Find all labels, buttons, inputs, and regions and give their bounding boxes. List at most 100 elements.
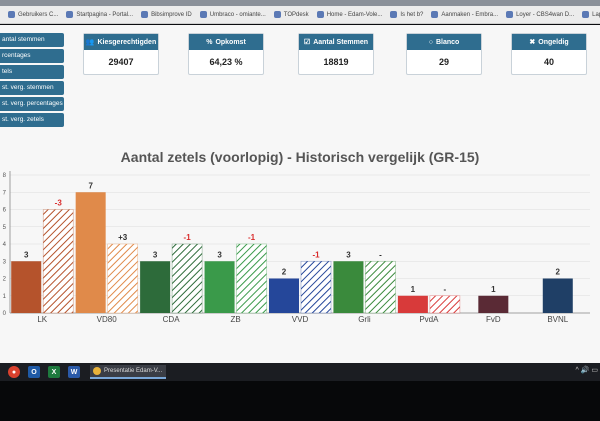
stat-card-header: ○ Blanco — [407, 34, 481, 50]
bookmark-label: Startpagina - Portal... — [76, 11, 134, 18]
stat-card-header: % Opkomst — [189, 34, 263, 50]
y-tick-label: 0 — [3, 311, 7, 317]
stat-card-label: Aantal Stemmen — [313, 38, 369, 46]
bar-previous-vvd — [300, 260, 332, 314]
outlook-icon[interactable]: O — [28, 366, 40, 378]
bookmark-icon — [316, 11, 324, 18]
bar-value-label: 3 — [346, 250, 351, 259]
bookmark-icon — [199, 11, 207, 18]
chrome-icon — [93, 367, 101, 375]
bar-current-cda — [140, 261, 171, 313]
bar-value-label: 2 — [556, 268, 561, 277]
bookmark-item[interactable]: Bibsimprove ID — [141, 11, 192, 18]
stat-card-label: Blanco — [435, 38, 460, 46]
sidenav-item[interactable]: antal stemmen — [0, 33, 64, 47]
bookmark-label: Home - Edam-Vole... — [326, 11, 383, 18]
stat-card-blanco: ○ Blanco 29 — [406, 33, 482, 75]
bar-current-fvd — [478, 295, 509, 313]
excel-icon[interactable]: X — [48, 366, 60, 378]
category-label: CDA — [163, 315, 181, 324]
bar-change-label: -1 — [248, 233, 256, 242]
system-tray[interactable]: ^ 🔊 ▭ — [575, 367, 598, 374]
x-icon: ✖ — [529, 39, 536, 46]
bookmark-icon — [141, 11, 149, 18]
users-icon: 👥 — [85, 39, 95, 46]
seat-chart: 0123456783-3LK7+3VD803-1CDA3-1ZB2-1VVD3-… — [3, 171, 590, 324]
bookmark-label: TOPdesk — [283, 11, 309, 18]
bookmark-item[interactable]: TOPdesk — [273, 11, 309, 18]
bookmark-item[interactable]: Umbraco - omiante... — [199, 11, 266, 18]
category-label: ZB — [230, 315, 240, 324]
bar-change-label: +3 — [118, 233, 128, 242]
bar-change-label: - — [444, 285, 447, 294]
checkbox-icon: ☑ — [303, 39, 311, 46]
bookmark-label: Is het b? — [400, 11, 424, 18]
stat-card-value: 40 — [543, 57, 554, 67]
category-label: PvdA — [419, 315, 439, 324]
stat-card-label: Opkomst — [215, 38, 246, 46]
bar-current-vd80 — [75, 192, 106, 313]
bookmark-item[interactable]: Aanmaken - Embra... — [431, 11, 498, 18]
bookmark-icon — [582, 11, 590, 18]
sidenav-item[interactable]: st. verg. zetels — [0, 113, 64, 127]
bar-value-label: 2 — [282, 268, 287, 277]
chart-title: Aantal zetels (voorlopig) - Historisch v… — [120, 149, 480, 165]
bookmark-label: Lapoota - Inloggen — [592, 11, 600, 18]
bar-current-vvd — [269, 278, 299, 313]
sidenav-item[interactable]: tels — [0, 65, 64, 79]
bar-current-bvnl — [542, 278, 573, 313]
bar-previous-vd80 — [107, 243, 138, 314]
category-label: Grli — [358, 315, 371, 324]
stat-card-label: Kiesgerechtigden — [97, 38, 157, 46]
bookmark-item[interactable]: Lapoota - Inloggen — [582, 11, 600, 18]
bookmark-item[interactable]: Home - Edam-Vole... — [316, 11, 383, 18]
category-label: FvD — [486, 315, 501, 324]
sidenav-item[interactable]: rcentages — [0, 49, 64, 63]
bookmark-label: Gebruikers C... — [18, 11, 59, 18]
bookmark-label: Umbraco - omiante... — [209, 11, 266, 18]
page: antal stemmen rcentages tels st. verg. stem… — [0, 25, 600, 363]
category-label: LK — [37, 315, 47, 324]
stat-card-ongeldig: ✖ Ongeldig 40 — [511, 33, 587, 75]
bookmark-icon — [273, 11, 281, 18]
bar-value-label: 3 — [217, 250, 222, 259]
monitor-bezel — [0, 381, 600, 421]
taskbar-app-button[interactable]: Presentatie Edam-V... — [90, 365, 166, 379]
bookmark-item[interactable]: Is het b? — [390, 11, 423, 18]
y-tick-label: 5 — [3, 225, 7, 231]
stat-card-value: 18819 — [323, 57, 349, 67]
stat-card-header: 👥 Kiesgerechtigden — [84, 34, 158, 50]
stat-card-value: 64,23 % — [209, 57, 243, 67]
stat-card-value: 29407 — [108, 57, 134, 67]
bar-previous-cda — [171, 243, 203, 314]
bar-current-grli — [333, 261, 364, 313]
stat-card-opkomst: % Opkomst 64,23 % — [188, 33, 264, 75]
category-label: VD80 — [97, 315, 118, 324]
stat-card-value: 29 — [438, 57, 449, 67]
y-tick-label: 2 — [3, 277, 7, 283]
stat-card-header: ✖ Ongeldig — [512, 34, 586, 50]
sidenav-item[interactable]: st. verg. stemmen — [0, 81, 64, 95]
bookmark-label: Aanmaken - Embra... — [441, 11, 499, 18]
y-tick-label: 8 — [3, 173, 7, 179]
circle-icon: ○ — [428, 38, 433, 46]
bookmark-item[interactable]: Startpagina - Portal... — [66, 11, 133, 18]
bar-previous-lk — [42, 209, 74, 314]
bookmark-item[interactable]: Loyer - CBS4wan D... — [506, 11, 574, 18]
taskbar-app-title: Presentatie Edam-V... — [104, 368, 163, 374]
bookmark-icon — [390, 11, 398, 18]
browser-address-bar[interactable] — [0, 0, 600, 6]
word-icon[interactable]: W — [68, 366, 80, 378]
category-label: BVNL — [547, 315, 568, 324]
stat-card-label: Ongeldig — [538, 38, 569, 46]
bookmark-item[interactable]: Gebruikers C... — [8, 11, 58, 18]
bookmarks-bar: Gebruikers C... Startpagina - Portal... Bi… — [0, 6, 600, 24]
y-tick-label: 1 — [3, 294, 7, 300]
bar-current-zb — [204, 261, 235, 313]
bar-change-label: - — [379, 250, 382, 259]
bar-previous-pvda — [429, 295, 461, 314]
stat-card-aantal-stemmen: ☑ Aantal Stemmen 18819 — [298, 33, 374, 75]
sidenav-item[interactable]: st. verg. percentages — [0, 97, 64, 111]
chrome-icon[interactable]: ● — [8, 366, 20, 378]
